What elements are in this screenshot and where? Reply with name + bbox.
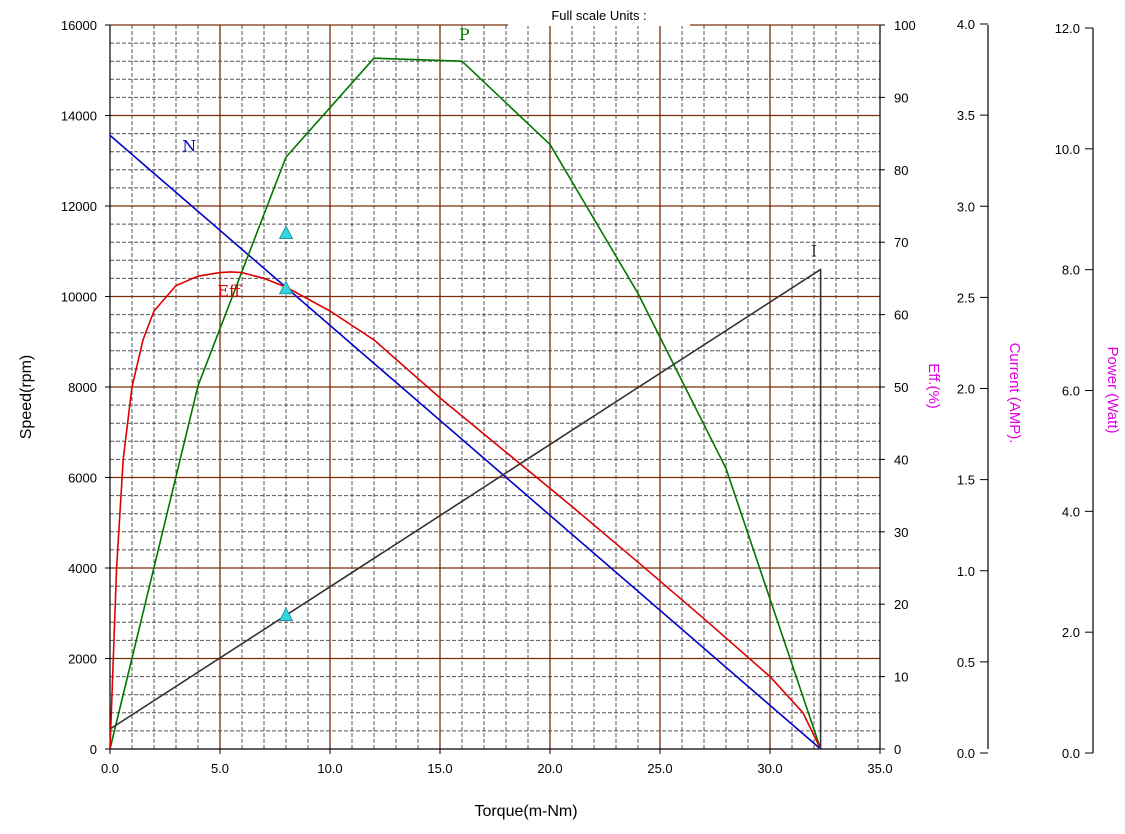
eff-tick-label: 80 xyxy=(894,163,908,178)
eff-tick-label: 50 xyxy=(894,380,908,395)
power-tick-label: 6.0 xyxy=(1062,384,1080,399)
speed-tick-label: 4000 xyxy=(68,561,97,576)
eff-tick-label: 90 xyxy=(894,90,908,105)
series-label-eff: Eff xyxy=(217,282,242,301)
x-tick-label: 30.0 xyxy=(757,761,782,776)
eff-tick-label: 70 xyxy=(894,235,908,250)
series-line-eff xyxy=(109,271,822,750)
markers-layer xyxy=(278,225,294,621)
x-tick-label: 10.0 xyxy=(317,761,342,776)
power-axis-title: Power (Watt) xyxy=(1104,347,1121,434)
current-tick-label: 1.5 xyxy=(957,473,975,488)
eff-tick-label: 10 xyxy=(894,670,908,685)
speed-tick-label: 0 xyxy=(90,742,97,757)
current-tick-label: 2.0 xyxy=(957,382,975,397)
eff-axis-title: Eff.(%) xyxy=(925,363,942,409)
speed-tick-label: 8000 xyxy=(68,380,97,395)
header-background xyxy=(508,4,690,26)
eff-tick-label: 30 xyxy=(894,525,908,540)
speed-tick-label: 16000 xyxy=(61,18,97,33)
speed-tick-label: 2000 xyxy=(68,652,97,667)
current-tick-label: 3.5 xyxy=(957,108,975,123)
x-tick-label: 5.0 xyxy=(211,761,229,776)
eff-tick-label: 0 xyxy=(894,742,901,757)
current-tick-label: 1.0 xyxy=(957,564,975,579)
series-label-n: N xyxy=(182,137,196,156)
marker-triangle xyxy=(278,225,294,240)
x-tick-label: 20.0 xyxy=(537,761,562,776)
eff-tick-label: 100 xyxy=(894,18,916,33)
x-tick-label: 35.0 xyxy=(867,761,892,776)
current-tick-label: 0.0 xyxy=(957,746,975,761)
power-tick-label: 8.0 xyxy=(1062,263,1080,278)
eff-tick-label: 40 xyxy=(894,452,908,467)
x-tick-label: 25.0 xyxy=(647,761,672,776)
eff-tick-label: 20 xyxy=(894,597,908,612)
tick-labels: 0.0 5.0 10.0 15.0 20.0 25.0 30.0 35.00200040006… xyxy=(61,17,1093,776)
current-tick-label: 2.5 xyxy=(957,290,975,305)
speed-axis-title: Speed(rpm) xyxy=(18,355,35,439)
header-text: Full scale Units : xyxy=(551,8,646,23)
axes xyxy=(109,25,1094,753)
speed-tick-label: 6000 xyxy=(68,471,97,486)
x-axis-title: Torque(m-Nm) xyxy=(474,803,577,820)
power-tick-label: 12.0 xyxy=(1055,21,1080,36)
current-tick-label: 4.0 xyxy=(957,17,975,32)
x-tick-label: 15.0 xyxy=(427,761,452,776)
speed-tick-label: 10000 xyxy=(61,290,97,305)
series-label-p: P xyxy=(459,25,470,44)
current-tick-label: 0.5 xyxy=(957,655,975,670)
speed-tick-label: 14000 xyxy=(61,109,97,124)
current-axis-title: Current (AMP). xyxy=(1006,343,1023,444)
power-tick-label: 10.0 xyxy=(1055,142,1080,157)
series-line-i xyxy=(109,268,822,749)
major-grid xyxy=(110,24,880,749)
series-label-i: I xyxy=(811,242,817,261)
x-tick-label: 0.0 xyxy=(101,761,119,776)
series-line-n xyxy=(109,134,822,750)
power-tick-label: 0.0 xyxy=(1062,746,1080,761)
power-tick-label: 2.0 xyxy=(1062,625,1080,640)
marker-triangle xyxy=(278,607,294,621)
speed-tick-label: 12000 xyxy=(61,199,97,214)
series-line-p xyxy=(109,57,822,750)
eff-tick-label: 60 xyxy=(894,308,908,323)
current-tick-label: 3.0 xyxy=(957,199,975,214)
power-tick-label: 4.0 xyxy=(1062,504,1080,519)
marker-triangle xyxy=(278,280,294,295)
series-layer: N P Eff I xyxy=(109,25,822,750)
